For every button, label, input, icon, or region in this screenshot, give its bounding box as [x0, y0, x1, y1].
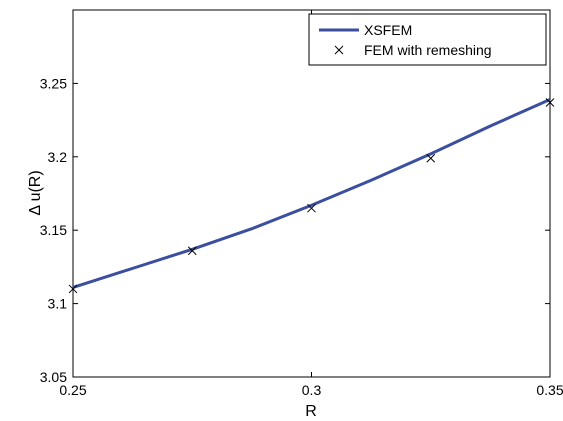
- legend: XSFEM FEM with remeshing: [308, 13, 547, 66]
- legend-label-fem: FEM with remeshing: [364, 42, 492, 58]
- y-tick-label: 3.2: [48, 149, 68, 165]
- x-tick-label: 0.3: [302, 382, 322, 398]
- plot-area: [72, 9, 551, 378]
- x-axis-title: R: [305, 403, 317, 420]
- x-axis: 0.25 0.3 0.35: [59, 10, 563, 398]
- x-tick-label: 0.35: [536, 382, 563, 398]
- x-tick-label: 0.25: [59, 382, 86, 398]
- y-tick-label: 3.15: [40, 222, 67, 238]
- data-point-fem: [307, 203, 316, 213]
- data-point-fem: [426, 153, 436, 163]
- data-point-fem: [68, 284, 78, 294]
- y-axis: 3.05 3.1 3.15 3.2 3.25: [40, 75, 550, 385]
- legend-x-marker: [334, 45, 344, 55]
- series-layer: [68, 98, 555, 294]
- legend-label-xsfem: XSFEM: [364, 22, 412, 38]
- y-tick-label: 3.1: [48, 296, 68, 312]
- y-tick-label: 3.05: [40, 369, 67, 385]
- y-axis-title: Δ u(R): [27, 170, 44, 215]
- data-point-fem: [187, 246, 197, 256]
- data-point-fem: [545, 98, 555, 107]
- series-line-xsfem: [72, 98, 551, 289]
- legend-box: [308, 13, 547, 66]
- y-tick-label: 3.25: [40, 75, 67, 91]
